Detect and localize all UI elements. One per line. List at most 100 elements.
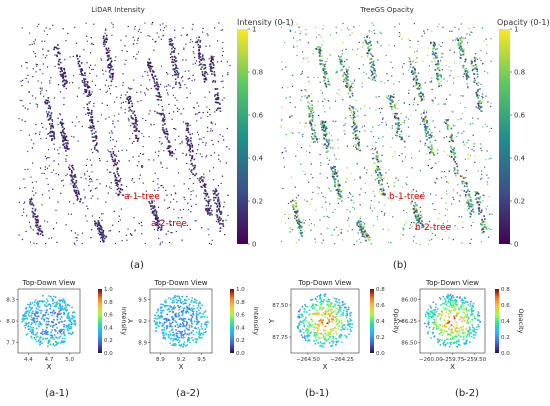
scatter-point (31, 322, 33, 325)
cloud-point (101, 102, 103, 104)
cloud-point (29, 44, 31, 46)
cloud-point (351, 92, 354, 95)
cloud-point (53, 48, 55, 51)
cloud-point (462, 95, 464, 97)
cloud-point (373, 162, 376, 164)
cloud-point (470, 203, 473, 206)
cloud-point (456, 172, 459, 175)
cloud-point (481, 27, 483, 29)
cloud-point (459, 41, 461, 44)
cloud-point (150, 203, 152, 205)
cloud-point (136, 137, 138, 140)
cloud-point (305, 219, 307, 222)
cloud-point (98, 158, 100, 160)
cloud-point (105, 91, 107, 93)
cloud-point (148, 113, 150, 115)
cloud-point (328, 100, 330, 103)
scatter-point (178, 344, 181, 346)
cloud-point (24, 169, 26, 171)
cloud-point (435, 48, 437, 51)
cloud-point (108, 71, 111, 73)
cloud-point (467, 154, 469, 156)
cloud-point (461, 36, 463, 38)
cloud-point (321, 192, 323, 194)
cloud-point (208, 58, 210, 60)
cloud-point (36, 232, 39, 235)
cloud-point (111, 148, 113, 150)
cloud-point (295, 203, 298, 205)
scatter-point (173, 301, 176, 303)
cloud-point (65, 150, 67, 152)
cloud-point (111, 34, 113, 36)
cloud-point (467, 158, 469, 160)
cloud-point (319, 123, 322, 125)
cloud-point (294, 215, 296, 217)
cloud-point (217, 98, 220, 100)
cloud-point (158, 95, 160, 98)
scatter-point (191, 322, 194, 325)
cloud-point (408, 60, 411, 63)
cloud-point (132, 156, 134, 158)
cloud-point (90, 64, 92, 66)
cloud-point (400, 136, 402, 139)
cloud-point (414, 51, 416, 53)
cloud-point (452, 140, 454, 142)
cloud-point (76, 193, 78, 196)
cloud-point (74, 26, 76, 28)
cloud-point (199, 58, 202, 61)
cloud-point (111, 76, 113, 79)
cloud-point (93, 132, 95, 135)
cloud-point (199, 39, 202, 42)
cloud-point (465, 72, 468, 75)
cloud-point (81, 80, 83, 82)
cloud-point (310, 107, 312, 110)
cloud-point (223, 201, 225, 203)
cloud-point (108, 87, 111, 90)
cloud-point (364, 230, 366, 233)
cloud-point (413, 99, 415, 101)
cloud-point (49, 117, 52, 119)
cloud-point (213, 152, 216, 154)
cloud-point (350, 193, 352, 195)
cloud-point (450, 153, 453, 156)
cloud-point (485, 38, 487, 40)
cloud-point (89, 119, 92, 121)
cloud-point (72, 181, 74, 184)
cloud-point (217, 97, 220, 99)
panel-a-caption: (a) (130, 260, 144, 271)
cloud-point (324, 82, 327, 85)
cloud-point (424, 129, 426, 131)
axes-frame (149, 288, 213, 354)
scatter-point (303, 311, 306, 313)
cloud-point (307, 101, 309, 103)
cloud-point (189, 228, 191, 231)
cloud-point (320, 55, 323, 58)
cloud-point (204, 64, 206, 66)
cloud-point (376, 156, 378, 158)
cloud-point (346, 178, 348, 180)
scatter-point (186, 333, 189, 336)
cloud-point (318, 34, 320, 36)
cloud-point (403, 140, 405, 142)
cloud-point (301, 232, 303, 234)
cloud-point (419, 140, 421, 142)
cloud-point (215, 190, 218, 192)
cloud-point (420, 97, 423, 100)
scatter-point (192, 329, 194, 332)
cloud-point (45, 243, 47, 245)
cloud-point (168, 242, 171, 244)
cloud-point (99, 88, 101, 91)
cloud-point (347, 79, 349, 81)
cloud-point (361, 86, 363, 88)
cloud-point (339, 56, 341, 58)
cloud-point (446, 124, 448, 126)
cloud-point (350, 111, 353, 114)
cloud-point (325, 145, 328, 147)
scatter-point (31, 307, 34, 309)
cloud-point (163, 115, 166, 117)
cloud-point (134, 115, 137, 117)
cloud-point (160, 227, 163, 229)
cloud-point (95, 131, 97, 133)
cloud-point (414, 77, 417, 80)
cloud-point (321, 143, 323, 145)
